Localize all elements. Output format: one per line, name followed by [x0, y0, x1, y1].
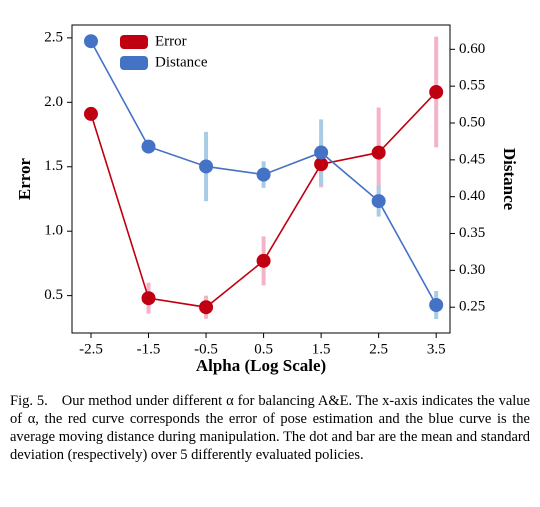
x-tick-label: -0.5: [194, 341, 218, 357]
marker: [371, 145, 386, 160]
marker: [371, 194, 386, 209]
y2-tick-label: 0.25: [459, 299, 485, 315]
legend-swatch: [120, 56, 148, 70]
marker: [256, 167, 271, 182]
y2-tick-label: 0.35: [459, 225, 485, 241]
y2-axis-label: Distance: [500, 148, 519, 211]
y-tick-label: 1.0: [44, 223, 63, 239]
legend-label: Distance: [155, 54, 208, 70]
x-tick-label: -1.5: [137, 341, 161, 357]
caption-label: Fig. 5.: [10, 393, 48, 409]
plot-frame: [71, 24, 451, 334]
y-tick-label: 1.5: [44, 158, 63, 174]
marker: [199, 300, 214, 315]
y2-tick-label: 0.60: [459, 41, 485, 57]
marker: [314, 157, 329, 172]
marker: [199, 159, 214, 174]
marker: [256, 253, 271, 268]
x-tick-label: 0.5: [254, 341, 273, 357]
caption: Fig. 5. Our method under different α for …: [10, 392, 530, 464]
marker: [141, 139, 156, 154]
y2-tick-label: 0.45: [459, 151, 485, 167]
x-tick-label: -2.5: [79, 341, 103, 357]
marker: [429, 298, 444, 312]
marker: [83, 34, 98, 49]
marker: [141, 291, 156, 306]
legend-swatch: [120, 35, 148, 49]
marker: [429, 85, 444, 100]
y-axis-label: Error: [15, 157, 34, 200]
y2-tick-label: 0.50: [459, 114, 485, 130]
chart: Alpha (Log Scale) Error Distance -2.5 -1.…: [15, 24, 519, 375]
y2-tick-label: 0.40: [459, 188, 485, 204]
y2-tick-label: 0.55: [459, 78, 485, 94]
x-tick-label: 1.5: [312, 341, 331, 357]
y-tick-label: 2.0: [44, 94, 63, 110]
marker: [83, 106, 98, 121]
x-axis-label: Alpha (Log Scale): [196, 356, 326, 375]
x-tick-label: 2.5: [369, 341, 388, 357]
legend-label: Error: [155, 33, 187, 49]
marker: [314, 145, 329, 160]
x-tick-label: 3.5: [427, 341, 446, 357]
y-tick-label: 0.5: [44, 287, 63, 303]
y-tick-label: 2.5: [44, 29, 63, 45]
caption-text: Our method under different α for balanci…: [10, 393, 530, 463]
y2-tick-label: 0.30: [459, 262, 485, 278]
